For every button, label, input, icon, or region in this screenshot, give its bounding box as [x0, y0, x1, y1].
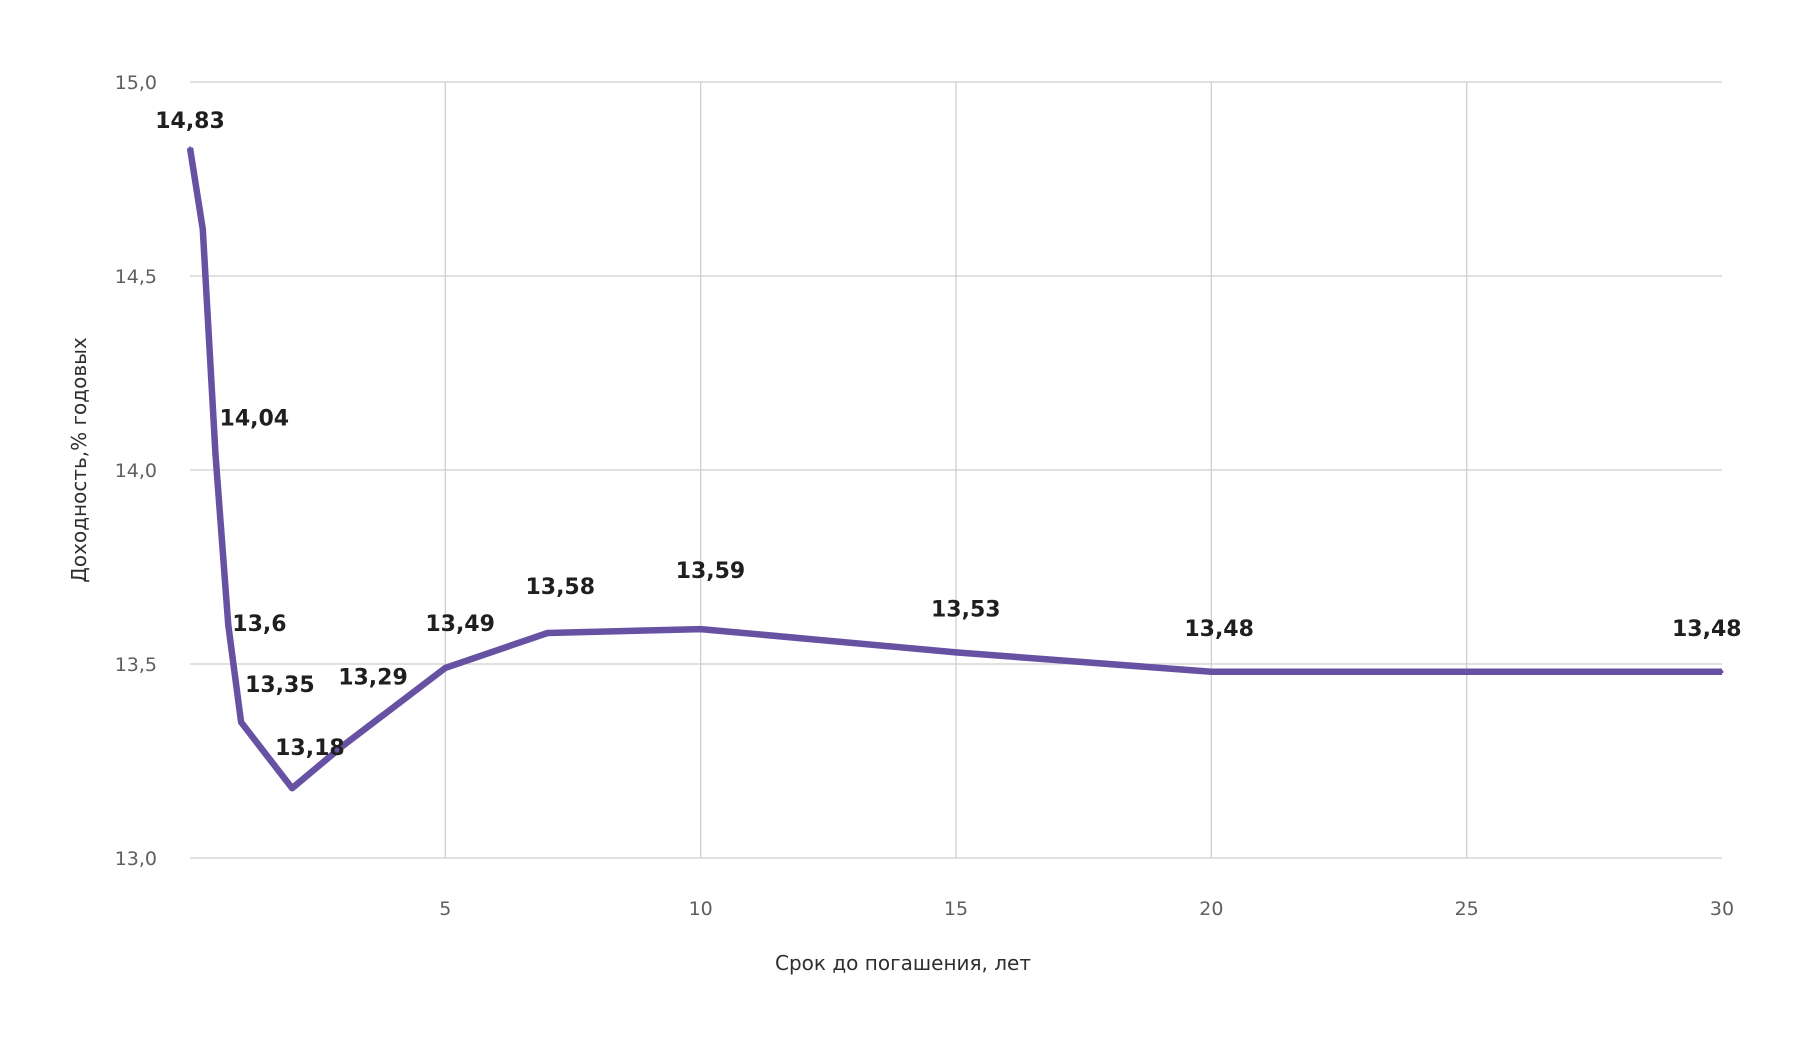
x-tick-label: 15 [944, 898, 968, 920]
data-label: 13,53 [931, 597, 1001, 622]
y-axis-ticks: 13,0 13,5 14,0 14,5 15,0 [115, 72, 157, 870]
data-label: 14,83 [155, 109, 225, 134]
x-tick-label: 10 [689, 898, 713, 920]
y-tick-label: 15,0 [115, 72, 157, 94]
data-labels: 14,83 14,04 13,6 13,35 13,18 13,29 13,49 13,58 1… [155, 109, 1741, 761]
x-tick-label: 30 [1710, 898, 1734, 920]
data-point [214, 452, 218, 456]
data-label: 13,59 [676, 559, 746, 584]
x-tick-label: 20 [1199, 898, 1223, 920]
grid [190, 81, 1722, 859]
y-tick-label: 14,0 [115, 460, 157, 482]
data-label: 13,48 [1672, 617, 1742, 642]
data-point [226, 623, 230, 627]
x-axis-ticks: 5 10 15 20 25 30 [439, 898, 1734, 920]
data-label: 13,29 [338, 665, 408, 690]
data-label: 13,48 [1184, 617, 1254, 642]
data-point [443, 666, 447, 670]
x-tick-label: 25 [1455, 898, 1479, 920]
data-point [341, 743, 345, 747]
y-tick-label: 13,0 [115, 848, 157, 870]
data-point [188, 146, 192, 150]
data-label: 13,58 [525, 575, 595, 600]
x-tick-label: 5 [439, 898, 451, 920]
data-label: 13,6 [232, 612, 286, 637]
data-label: 13,49 [425, 612, 495, 637]
data-point [1720, 670, 1724, 674]
data-point [290, 786, 294, 790]
data-point [1209, 670, 1213, 674]
data-label: 14,04 [220, 406, 290, 431]
x-axis-title: Срок до погашения, лет [775, 951, 1031, 975]
data-point [699, 627, 703, 631]
series-group [186, 146, 1724, 792]
data-point [545, 631, 549, 635]
data-label: 13,35 [245, 673, 315, 698]
y-tick-label: 14,5 [115, 266, 157, 288]
data-label: 13,18 [275, 736, 345, 761]
data-point [954, 650, 958, 654]
y-tick-label: 13,5 [115, 654, 157, 676]
data-point [239, 720, 243, 724]
y-axis-title: Доходность,% годовых [67, 337, 91, 583]
